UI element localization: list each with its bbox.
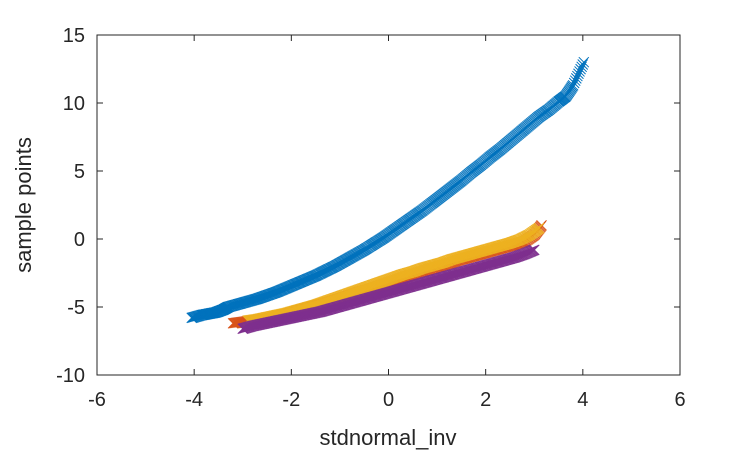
y-tick-label: 5 [74,161,85,183]
y-tick-label: -10 [56,365,85,387]
data-point-marker [577,59,589,70]
y-tick-label: -5 [67,297,85,319]
ticks-layer: -6 -4 -2 0 2 4 6 -10 -5 0 5 10 15 [56,25,685,411]
data-point-marker [578,56,590,68]
x-tick-label: -6 [88,389,106,411]
series-1 [186,56,590,324]
data-point-marker [533,222,545,234]
x-tick-label: 0 [383,389,394,411]
x-tick-label: -2 [282,389,300,411]
y-tick-label: 0 [74,229,85,251]
plot-area [96,34,681,376]
series-layer [186,56,590,335]
data-point-marker [528,244,540,256]
x-tick-label: 4 [577,389,588,411]
x-tick-label: -4 [185,389,203,411]
x-tick-label: 6 [674,389,685,411]
y-tick-label: 10 [63,93,85,115]
x-axis-label: stdnormal_inv [320,425,457,450]
series-4 [237,244,540,335]
y-tick-label: 15 [63,25,85,47]
x-tick-label: 2 [480,389,491,411]
y-axis-label: sample points [11,137,36,273]
